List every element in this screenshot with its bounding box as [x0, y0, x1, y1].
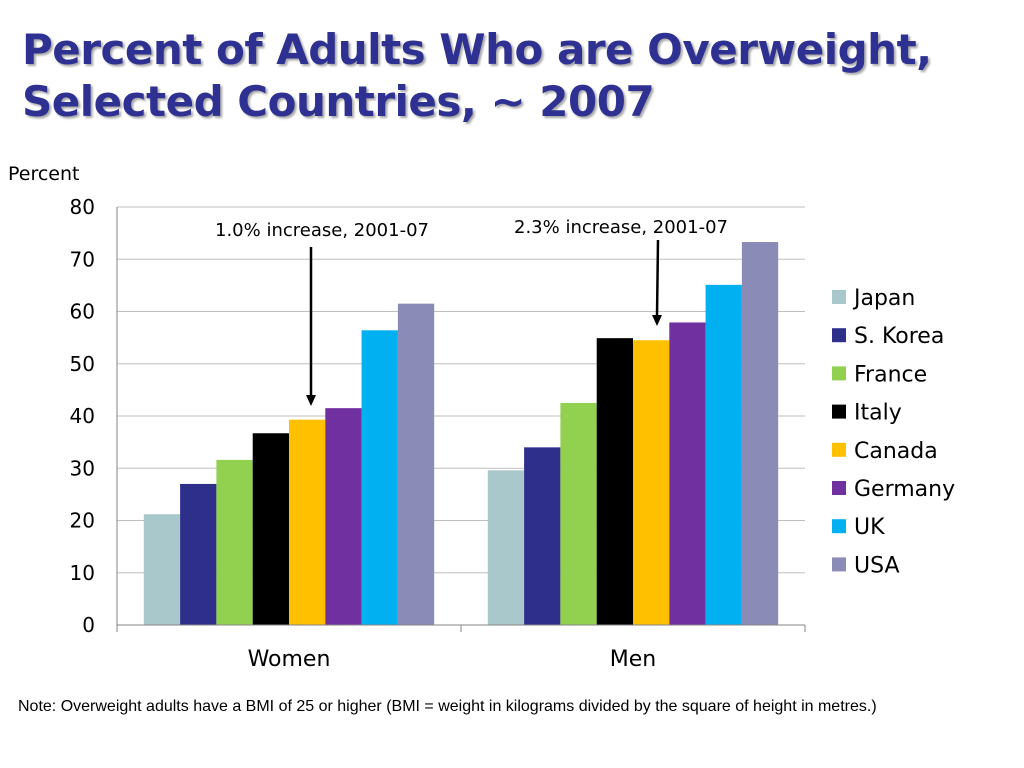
- legend-swatch: [832, 481, 846, 495]
- bar-men-italy: [596, 338, 633, 625]
- bar-chart: Percent 0 10 20 30 40 50 60 70 80 Women Men 1.0% …: [8, 163, 955, 672]
- bar-men-germany: [669, 322, 706, 625]
- bars: [143, 242, 779, 625]
- y-tick-label: 30: [70, 456, 95, 480]
- bar-women-japan: [143, 514, 181, 625]
- y-tick-label: 10: [70, 561, 95, 585]
- legend-label: Japan: [852, 286, 915, 311]
- legend: Japan S. Korea France Italy Canada Germany UK U…: [832, 286, 955, 578]
- title-line-1: Percent of Adults Who are Overweight,: [22, 25, 932, 74]
- bar-women-italy: [252, 433, 289, 625]
- title-line-2: Selected Countries, ~ 2007: [22, 77, 655, 126]
- legend-swatch: [832, 404, 846, 419]
- bar-women-usa: [397, 303, 435, 625]
- legend-label: UK: [854, 515, 885, 540]
- page-title: Percent of Adults Who are Overweight, Se…: [22, 24, 1022, 128]
- bar-women-s-korea: [180, 483, 217, 625]
- legend-label: S. Korea: [854, 324, 944, 349]
- y-tick-label: 80: [70, 195, 95, 219]
- annotation-arrowhead: [306, 395, 316, 406]
- bar-men-japan: [487, 470, 525, 625]
- bar-men-s-korea: [524, 447, 561, 625]
- y-tick-label: 40: [70, 404, 95, 428]
- y-tick-label: 20: [70, 509, 95, 533]
- annotation-label: 1.0% increase, 2001-07: [215, 220, 429, 241]
- legend-label: USA: [854, 553, 900, 578]
- bar-men-france: [560, 402, 597, 625]
- legend-label: France: [854, 362, 927, 387]
- legend-swatch: [832, 366, 846, 381]
- bar-men-uk: [705, 284, 742, 625]
- bar-women-germany: [325, 408, 362, 625]
- y-tick-label: 50: [70, 352, 95, 376]
- y-tick-label: 60: [70, 300, 95, 324]
- annotations: 1.0% increase, 2001-07 2.3% increase, 200…: [215, 217, 728, 406]
- bar-men-canada: [633, 340, 670, 625]
- legend-swatch: [832, 328, 846, 343]
- bar-women-france: [216, 459, 253, 625]
- legend-swatch: [832, 442, 846, 457]
- bar-women-canada: [289, 419, 326, 625]
- y-tick-labels: 0 10 20 30 40 50 60 70 80: [70, 195, 95, 637]
- x-category-label: Women: [248, 647, 331, 672]
- footnote: Note: Overweight adults have a BMI of 25…: [18, 698, 877, 715]
- legend-label: Italy: [854, 401, 902, 426]
- legend-swatch: [832, 290, 846, 304]
- annotation-arrowhead: [652, 315, 662, 326]
- y-axis-label: Percent: [8, 163, 80, 185]
- legend-label: Germany: [854, 477, 955, 502]
- legend-swatch: [832, 519, 846, 534]
- legend-swatch: [832, 557, 846, 572]
- bar-women-uk: [361, 330, 398, 625]
- x-axis: Women Men: [116, 207, 806, 672]
- legend-label: Canada: [854, 439, 938, 464]
- y-tick-label: 70: [70, 247, 95, 271]
- x-category-label: Men: [610, 647, 656, 672]
- annotation-arrow: [655, 239, 660, 318]
- bar-men-usa: [741, 242, 779, 625]
- y-tick-label: 0: [82, 613, 95, 637]
- annotation-label: 2.3% increase, 2001-07: [514, 217, 728, 238]
